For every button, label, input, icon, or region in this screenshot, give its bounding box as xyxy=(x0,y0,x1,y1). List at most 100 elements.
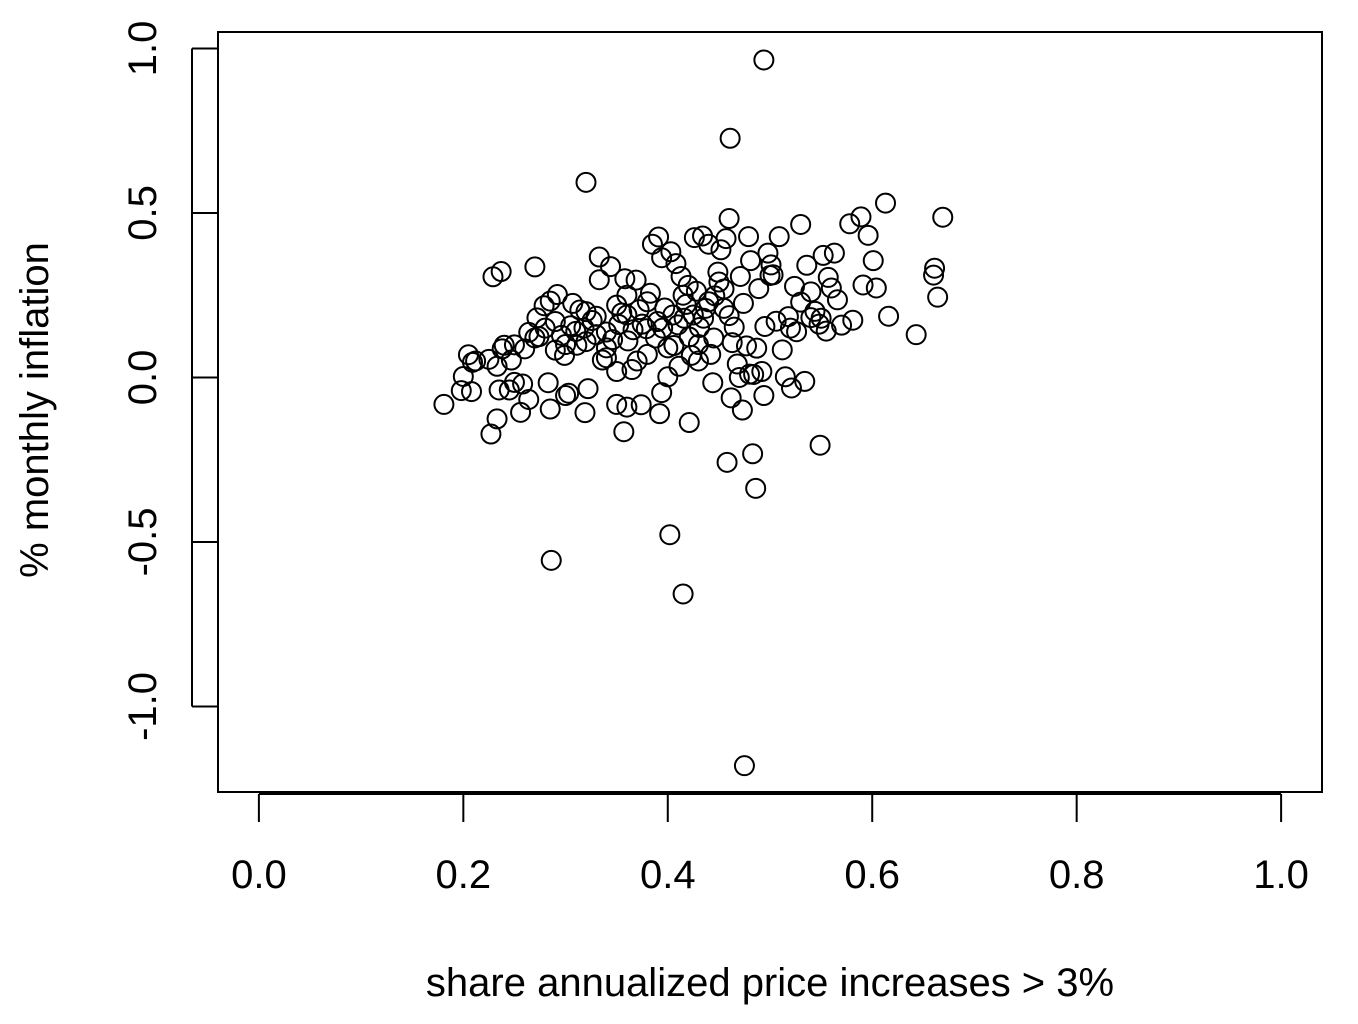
point xyxy=(809,434,831,456)
point xyxy=(746,337,768,359)
point xyxy=(905,324,927,346)
point xyxy=(796,254,818,276)
point xyxy=(739,363,761,385)
point xyxy=(648,226,670,248)
point xyxy=(625,269,647,291)
point xyxy=(683,227,705,249)
point xyxy=(665,253,687,275)
point xyxy=(533,295,555,317)
point xyxy=(657,337,679,359)
point xyxy=(465,350,487,372)
point xyxy=(524,256,546,278)
point xyxy=(703,327,725,349)
point xyxy=(588,246,610,268)
point xyxy=(688,316,710,338)
point xyxy=(565,320,587,342)
x-tick-label: 0.0 xyxy=(231,853,287,897)
point xyxy=(647,311,669,333)
point xyxy=(794,370,816,392)
x-tick-label: 0.8 xyxy=(1049,853,1105,897)
point xyxy=(745,477,767,499)
point xyxy=(708,271,730,293)
y-tick-label: -0.5 xyxy=(121,507,165,576)
y-tick-label: 0.5 xyxy=(121,185,165,241)
point xyxy=(560,315,582,337)
point xyxy=(857,224,879,246)
point xyxy=(503,334,525,356)
point xyxy=(539,398,561,420)
point xyxy=(927,286,949,308)
point xyxy=(726,353,748,375)
point xyxy=(779,317,801,339)
point xyxy=(740,250,762,272)
point xyxy=(771,339,793,361)
point xyxy=(510,401,532,423)
point xyxy=(716,451,738,473)
point xyxy=(812,244,834,266)
point xyxy=(710,239,732,261)
point xyxy=(820,277,842,299)
point xyxy=(719,127,741,149)
point xyxy=(657,366,679,388)
point xyxy=(732,292,754,314)
point xyxy=(595,347,617,369)
point xyxy=(554,344,576,366)
point xyxy=(591,349,613,371)
x-tick-label: 0.6 xyxy=(844,853,900,897)
point xyxy=(757,242,779,264)
point xyxy=(715,228,737,250)
y-tick-label: 0.0 xyxy=(121,350,165,406)
point xyxy=(754,315,776,337)
point xyxy=(544,311,566,333)
point xyxy=(639,282,661,304)
point xyxy=(718,305,740,327)
point xyxy=(626,350,648,372)
point xyxy=(667,314,689,336)
point xyxy=(595,321,617,343)
point xyxy=(555,334,577,356)
point xyxy=(588,269,610,291)
point xyxy=(613,421,635,443)
point xyxy=(852,274,874,296)
point xyxy=(614,268,636,290)
point xyxy=(735,335,757,357)
point xyxy=(728,366,750,388)
point xyxy=(729,265,751,287)
point xyxy=(677,274,699,296)
point xyxy=(488,379,510,401)
point xyxy=(751,361,773,383)
x-tick-label: 0.4 xyxy=(640,853,696,897)
point xyxy=(606,361,628,383)
point xyxy=(810,307,832,329)
point xyxy=(546,284,568,306)
point xyxy=(480,423,502,445)
point xyxy=(574,402,596,424)
point xyxy=(631,313,653,335)
point xyxy=(774,366,796,388)
point xyxy=(733,755,755,777)
point xyxy=(800,281,822,303)
point xyxy=(616,284,638,306)
point xyxy=(875,192,897,214)
point xyxy=(817,266,839,288)
point xyxy=(652,317,674,339)
point xyxy=(678,412,700,434)
point xyxy=(850,206,872,228)
point xyxy=(450,380,472,402)
point xyxy=(742,443,764,465)
point xyxy=(786,321,808,343)
point xyxy=(555,385,577,407)
point xyxy=(753,49,775,71)
point xyxy=(659,524,681,546)
point xyxy=(600,256,622,278)
point xyxy=(768,226,790,248)
point xyxy=(534,317,556,339)
point xyxy=(748,278,770,300)
point xyxy=(815,320,837,342)
point xyxy=(720,387,742,409)
point xyxy=(932,206,954,228)
point xyxy=(486,408,508,430)
point xyxy=(636,291,658,313)
